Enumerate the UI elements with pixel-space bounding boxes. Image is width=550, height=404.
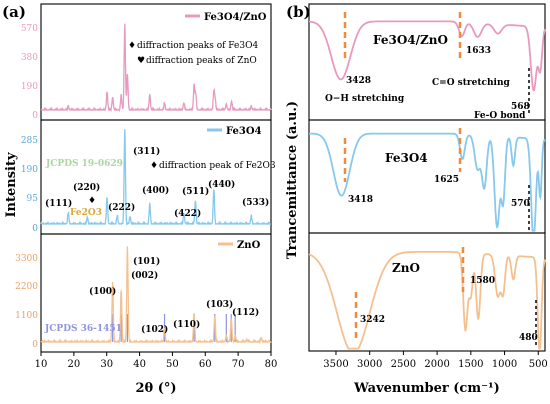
- panel-b-xlabel: Wavenumber (cm⁻¹): [353, 381, 500, 396]
- hkl-label: (511): [182, 186, 209, 197]
- xtick-label: 2500: [391, 359, 416, 370]
- ir-value-568: 568: [511, 102, 530, 112]
- hkl-label: (103): [206, 299, 233, 310]
- zno-hkl-labels: (100) (002) (101) (102) (110) (103) (112…: [89, 256, 259, 335]
- panel-b-label: (b): [286, 3, 311, 21]
- panel-b-ylabel: Trancemittance (a.u.): [285, 101, 300, 259]
- hkl-label: (422): [174, 208, 201, 219]
- hkl-label: (222): [108, 202, 135, 213]
- ir-value-480: 480: [519, 333, 538, 343]
- xtick-label: 500: [529, 359, 548, 370]
- panel-a-xticks: 10 20 30 40 50 60 70 80: [35, 352, 278, 370]
- note-fe2o3-peak: diffraction peak of Fe2O3: [159, 161, 276, 171]
- xtick-label: 70: [232, 359, 245, 370]
- ir-note-co: C=O stretching: [432, 78, 511, 88]
- xrd-line-zno: [40, 246, 272, 345]
- ytick-label: 2200: [15, 282, 38, 292]
- ftir-line-zno: [308, 251, 546, 350]
- panel-b-xticks: 3500 3000 2500 2000 1500 1000 500: [323, 351, 548, 370]
- panel-a-curves: [40, 23, 272, 345]
- panel-a-mid-yticks: 0 95 190 285: [21, 136, 38, 234]
- hkl-label: (101): [133, 256, 160, 267]
- ftir-line-fe3o4-zno: [309, 20, 546, 92]
- panel-b-bottom-frame: [308, 232, 546, 352]
- legend-fe3o4-zno: Fe3O4/ZnO: [204, 12, 267, 23]
- panel-a-top-yticks: 0 190 380 570: [21, 24, 38, 121]
- xtick-label: 80: [265, 359, 278, 370]
- legend-fe3o4: Fe3O4: [226, 126, 262, 137]
- ftir-line-fe3o4: [309, 132, 546, 232]
- panel-a-xlabel: 2θ (°): [135, 381, 176, 396]
- ir-note-feo: Fe-O bond: [474, 111, 526, 121]
- ytick-label: 570: [21, 24, 38, 34]
- panel-b-mid-frame: [308, 119, 546, 234]
- xtick-label: 30: [100, 359, 113, 370]
- note-fe3o4-peaks: diffraction peaks of Fe3O4: [137, 41, 258, 51]
- xrd-line-fe3o4: [40, 129, 271, 227]
- note-symbol: ♦: [128, 41, 136, 51]
- fe2o3-marker: ♦: [88, 196, 96, 206]
- ytick-label: 1100: [15, 311, 38, 321]
- reference-jcpds-36-1451: JCPDS 36-1451: [44, 324, 122, 334]
- ytick-label: 3300: [15, 254, 38, 264]
- legend-zno: ZnO: [237, 240, 261, 251]
- xtick-label: 1000: [492, 359, 517, 370]
- ir-name-zno: ZnO: [392, 261, 420, 275]
- hkl-label: (111): [45, 198, 72, 209]
- ytick-label: 380: [21, 53, 38, 63]
- ytick-label: 95: [27, 194, 39, 204]
- panel-b-curves: [308, 20, 546, 350]
- xtick-label: 1500: [458, 359, 483, 370]
- fe2o3-label: Fe2O3: [70, 208, 102, 218]
- xtick-label: 20: [67, 359, 80, 370]
- xtick-label: 2000: [424, 359, 449, 370]
- ir-value-1625: 1625: [434, 175, 459, 185]
- hkl-label: (100): [89, 286, 116, 297]
- xtick-label: 50: [166, 359, 179, 370]
- ytick-label: 0: [32, 224, 38, 234]
- hkl-label: (533): [242, 197, 269, 208]
- hkl-label: (440): [208, 179, 235, 190]
- note-symbol: ♦: [150, 161, 158, 171]
- reference-jcpds-19-0629: JCPDS 19-0629: [45, 159, 123, 169]
- xtick-label: 10: [35, 359, 48, 370]
- ytick-label: 0: [32, 340, 38, 350]
- note-zno-peaks: diffraction peaks of ZnO: [146, 56, 257, 66]
- hkl-label: (400): [142, 185, 169, 196]
- xtick-label: 3000: [357, 359, 382, 370]
- ir-value-3418: 3418: [348, 195, 373, 205]
- panel-a-ylabel: Intensity: [4, 152, 19, 218]
- panel-a-bottom-frame: [40, 233, 272, 353]
- ytick-label: 190: [21, 82, 38, 92]
- panel-a-label: (a): [2, 3, 26, 21]
- hkl-label: (220): [73, 182, 100, 193]
- ir-name-fe3o4: Fe3O4: [385, 151, 428, 165]
- ytick-label: 190: [21, 165, 38, 175]
- ir-value-570: 570: [511, 199, 530, 209]
- hkl-label: (102): [141, 324, 168, 335]
- ir-value-3428: 3428: [346, 76, 371, 86]
- hkl-label: (112): [232, 307, 259, 318]
- ir-name-fe3o4-zno: Fe3O4/ZnO: [373, 33, 448, 47]
- xtick-label: 40: [133, 359, 146, 370]
- hkl-label: (002): [131, 270, 158, 281]
- note-symbol: ♥: [137, 56, 145, 66]
- ir-value-3242: 3242: [360, 315, 385, 325]
- xrd-line-fe3o4-zno: [40, 23, 272, 113]
- panel-a-bottom-yticks: 0 1100 2200 3300: [15, 254, 38, 350]
- fe3o4-hkl-labels: (111) (220) (311) (222) (400) (422) (511…: [45, 146, 269, 219]
- panel-b-markers: [343, 12, 537, 348]
- xtick-label: 3500: [323, 359, 348, 370]
- ir-value-1633: 1633: [466, 46, 491, 56]
- ytick-label: 285: [21, 136, 38, 146]
- xtick-label: 60: [199, 359, 212, 370]
- hkl-label: (311): [133, 146, 160, 157]
- hkl-label: (110): [173, 319, 200, 330]
- ytick-label: 0: [32, 111, 38, 121]
- ir-note-oh: O−H stretching: [325, 94, 405, 104]
- ir-value-1580: 1580: [470, 276, 495, 286]
